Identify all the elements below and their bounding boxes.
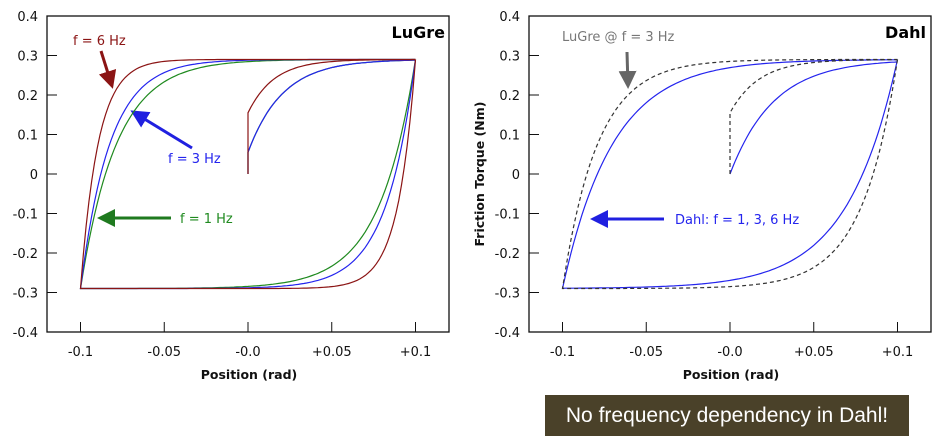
x-tick-label: +0.1 xyxy=(400,345,432,360)
y-tick-label: 0.3 xyxy=(17,50,38,65)
y-tick-label: -0.3 xyxy=(495,287,520,302)
x-axis-label: Position (rad) xyxy=(201,367,298,382)
arrow-lugre-3hz xyxy=(618,51,637,89)
dahl-plot: Dahl Position (rad) Friction Torque (Nm)… xyxy=(472,10,932,382)
annotation-lugre-3hz: LuGre @ f = 3 Hz xyxy=(562,30,675,45)
plot-title: LuGre xyxy=(392,23,446,42)
annotation-dahl: Dahl: f = 1, 3, 6 Hz xyxy=(675,213,799,228)
y-tick-label: 0.4 xyxy=(499,10,520,25)
y-tick-label: -0.1 xyxy=(13,208,38,223)
y-tick-label: -0.2 xyxy=(495,247,520,262)
series-loop-f-6-hz xyxy=(79,58,417,290)
y-tick-label: 0.3 xyxy=(499,50,520,65)
series-loop-lugre-f-3-hz xyxy=(561,58,899,290)
arrow-3hz xyxy=(130,110,193,150)
y-tick-label: 0.1 xyxy=(17,129,38,144)
series-initial-dahl-f-1-3-6-hz xyxy=(729,61,898,175)
x-tick-label: -0.0 xyxy=(717,345,742,360)
y-tick-label: 0.4 xyxy=(17,10,38,25)
y-tick-label: 0 xyxy=(30,168,38,183)
y-tick-label: -0.4 xyxy=(495,326,520,341)
x-tick-label: +0.05 xyxy=(312,345,352,360)
y-tick-label: 0.2 xyxy=(17,89,38,104)
lugre-plot: LuGre Position (rad) f = 6 Hz f = 3 Hz f… xyxy=(13,10,450,382)
y-axis-label: Friction Torque (Nm) xyxy=(472,102,487,247)
series-initial-f-3-hz xyxy=(247,59,416,174)
x-tick-label: -0.0 xyxy=(235,345,260,360)
callout-text: No frequency dependency in Dahl! xyxy=(565,403,889,427)
y-tick-label: -0.4 xyxy=(13,326,38,341)
x-tick-label: +0.1 xyxy=(882,345,914,360)
x-tick-label: -0.05 xyxy=(629,345,663,360)
plot-title: Dahl xyxy=(885,23,926,42)
arrow-6hz xyxy=(98,50,117,89)
series-initial-f-1-hz xyxy=(247,59,416,174)
y-tick-label: -0.1 xyxy=(495,208,520,223)
callout-box: No frequency dependency in Dahl! xyxy=(545,395,909,436)
x-tick-label: -0.1 xyxy=(550,345,575,360)
y-tick-label: 0.2 xyxy=(499,89,520,104)
x-tick-label: -0.05 xyxy=(147,345,181,360)
y-tick-label: 0.1 xyxy=(499,129,520,144)
y-tick-label: 0 xyxy=(512,168,520,183)
annotation-6hz: f = 6 Hz xyxy=(73,34,126,49)
x-tick-label: -0.1 xyxy=(68,345,93,360)
annotation-1hz: f = 1 Hz xyxy=(180,212,233,227)
series-initial-f-6-hz xyxy=(247,58,416,174)
y-tick-label: -0.2 xyxy=(13,247,38,262)
x-axis-label: Position (rad) xyxy=(683,367,780,382)
x-tick-label: +0.05 xyxy=(794,345,834,360)
y-tick-label: -0.3 xyxy=(13,287,38,302)
annotation-3hz: f = 3 Hz xyxy=(168,152,221,167)
